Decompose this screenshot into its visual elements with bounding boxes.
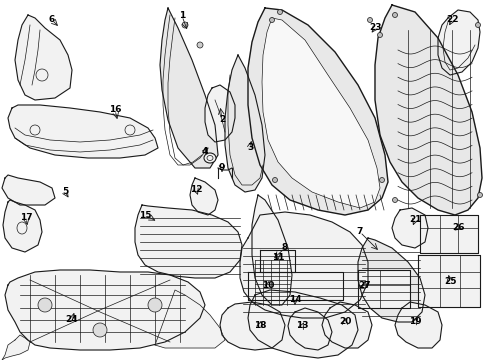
Text: 24: 24	[66, 315, 78, 324]
Polygon shape	[260, 250, 295, 272]
Ellipse shape	[392, 13, 397, 18]
Text: 12: 12	[190, 185, 202, 194]
Polygon shape	[8, 105, 158, 158]
Text: 14: 14	[289, 296, 301, 305]
Polygon shape	[395, 302, 442, 348]
Ellipse shape	[272, 177, 277, 183]
Text: 1: 1	[179, 12, 185, 21]
Ellipse shape	[38, 298, 52, 312]
Polygon shape	[262, 18, 380, 208]
Ellipse shape	[368, 18, 372, 22]
Polygon shape	[3, 200, 42, 252]
Polygon shape	[155, 290, 225, 348]
Polygon shape	[438, 10, 480, 75]
Text: 15: 15	[139, 211, 151, 220]
Ellipse shape	[148, 298, 162, 312]
Ellipse shape	[477, 193, 483, 198]
Polygon shape	[418, 255, 480, 307]
Text: 3: 3	[247, 144, 253, 153]
Ellipse shape	[93, 323, 107, 337]
Text: 27: 27	[359, 280, 371, 289]
Ellipse shape	[270, 18, 274, 22]
Ellipse shape	[277, 9, 283, 14]
Text: 21: 21	[409, 216, 421, 225]
Ellipse shape	[197, 42, 203, 48]
Text: 18: 18	[254, 320, 266, 329]
Polygon shape	[160, 8, 218, 168]
Ellipse shape	[204, 153, 216, 163]
Polygon shape	[240, 212, 368, 318]
Polygon shape	[15, 15, 72, 100]
Text: 22: 22	[446, 15, 458, 24]
Ellipse shape	[182, 22, 188, 28]
Ellipse shape	[475, 22, 481, 27]
Text: 25: 25	[444, 278, 456, 287]
Polygon shape	[322, 302, 372, 348]
Text: 23: 23	[369, 23, 381, 32]
Polygon shape	[2, 175, 55, 205]
Polygon shape	[252, 195, 292, 305]
Text: 7: 7	[357, 228, 363, 237]
Polygon shape	[248, 272, 343, 300]
Text: 4: 4	[202, 148, 208, 157]
Ellipse shape	[377, 32, 383, 37]
Text: 10: 10	[262, 280, 274, 289]
Text: 5: 5	[62, 188, 68, 197]
Polygon shape	[190, 178, 218, 215]
Polygon shape	[392, 208, 428, 248]
Text: 20: 20	[339, 318, 351, 327]
Ellipse shape	[392, 198, 397, 202]
Text: 8: 8	[282, 243, 288, 252]
Polygon shape	[135, 205, 242, 278]
Polygon shape	[375, 5, 482, 215]
Text: 16: 16	[109, 105, 121, 114]
Polygon shape	[420, 215, 478, 253]
Polygon shape	[288, 308, 332, 350]
Polygon shape	[358, 270, 410, 308]
Ellipse shape	[379, 177, 385, 183]
Text: 17: 17	[20, 213, 32, 222]
Polygon shape	[220, 302, 285, 350]
Polygon shape	[358, 238, 425, 322]
Text: 13: 13	[296, 321, 308, 330]
Polygon shape	[225, 55, 265, 192]
Text: 19: 19	[409, 318, 421, 327]
Text: 2: 2	[219, 116, 225, 125]
Text: 6: 6	[49, 15, 55, 24]
Polygon shape	[248, 290, 358, 358]
Polygon shape	[2, 335, 30, 360]
Polygon shape	[5, 270, 205, 350]
Text: 11: 11	[272, 253, 284, 262]
Text: 26: 26	[452, 224, 464, 233]
Polygon shape	[205, 85, 235, 142]
Text: 9: 9	[219, 163, 225, 172]
Polygon shape	[248, 8, 388, 215]
